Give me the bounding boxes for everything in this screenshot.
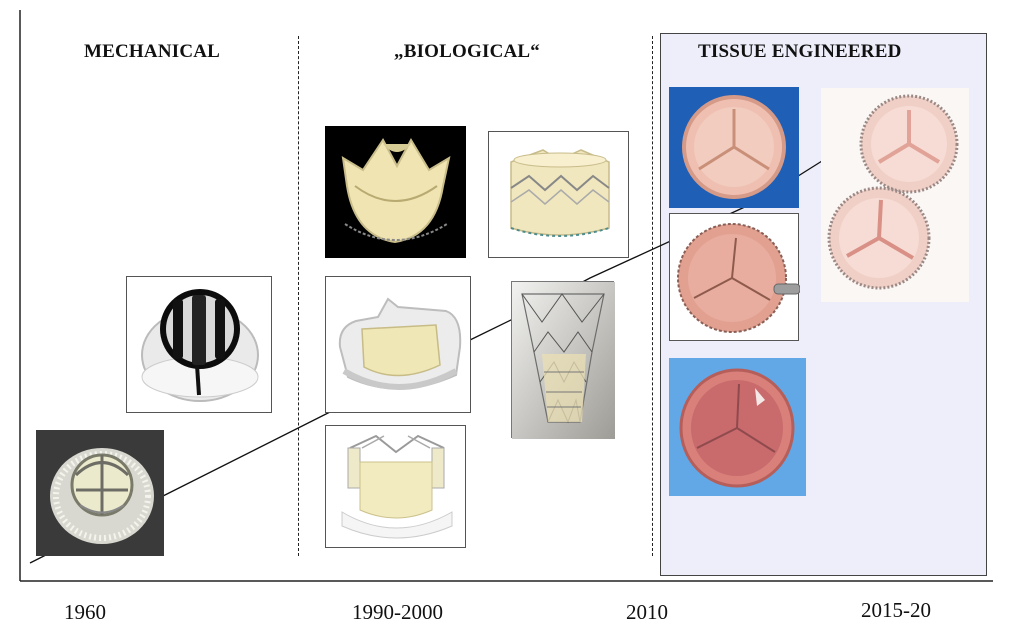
tissue-engineered-valve-held-photo: [669, 213, 800, 341]
tissue-engineered-valve-blue-photo: [669, 87, 799, 208]
heading-biological: „BIOLOGICAL“: [394, 41, 540, 62]
stentless-bioprosthesis-photo: [325, 425, 466, 548]
stented-porcine-bioprosthesis-photo: [325, 126, 466, 258]
mechanical-caged-valve-photo: [36, 430, 164, 556]
tissue-engineered-valve-light-blue-photo: [669, 358, 806, 496]
year-label-2015-20: 2015-20: [861, 598, 931, 622]
tissue-engineered-stented-valves-photo: [821, 88, 969, 302]
era-divider-1: [298, 36, 299, 556]
progress-trend-line: [29, 160, 823, 564]
year-label-2010: 2010: [626, 600, 668, 624]
sutureless-valve-photo: [488, 131, 629, 258]
heading-mechanical: MECHANICAL: [84, 41, 221, 62]
era-divider-2: [652, 36, 653, 556]
mechanical-tilting-disc-valve-photo: [126, 276, 272, 413]
year-label-1990-2000: 1990-2000: [352, 600, 443, 624]
year-label-1960: 1960: [64, 600, 106, 624]
heading-tissue-engineered: TISSUE ENGINEERED: [698, 41, 902, 62]
transcatheter-valve-photo: [511, 281, 615, 439]
pericardial-bioprosthesis-photo: [325, 276, 471, 413]
